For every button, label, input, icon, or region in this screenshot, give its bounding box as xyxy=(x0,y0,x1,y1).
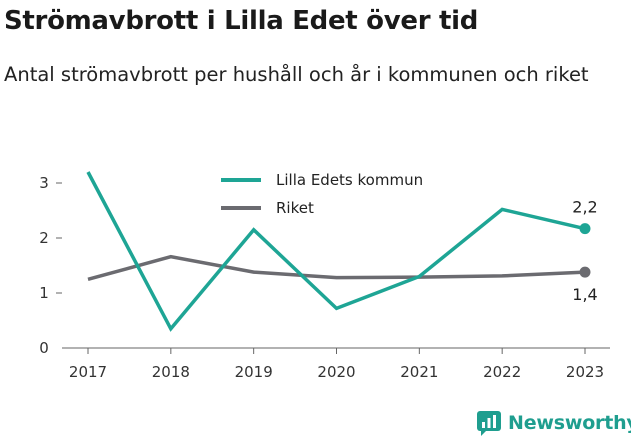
x-tick-label: 2023 xyxy=(566,363,604,381)
chart-title: Strömavbrott i Lilla Edet över tid xyxy=(4,6,479,36)
x-tick-label: 2021 xyxy=(400,363,438,381)
x-tick-label: 2022 xyxy=(483,363,521,381)
x-tick-label: 2017 xyxy=(69,363,107,381)
y-tick-label: 2 xyxy=(39,229,49,247)
series-end-point xyxy=(579,266,591,278)
data-label: 2,2 xyxy=(572,198,597,217)
chart-legend: Lilla Edets kommun Riket xyxy=(221,171,423,217)
x-tick-label: 2018 xyxy=(152,363,190,381)
y-tick-label: 0 xyxy=(39,339,49,357)
legend-label: Riket xyxy=(276,199,314,217)
chart-axes: 2017 2018 2019 2020 2021 2022 2023 0 1 2 3 xyxy=(39,174,610,381)
series-end-point xyxy=(579,223,591,235)
y-tick-label: 1 xyxy=(39,284,49,302)
chart-subtitle: Antal strömavbrott per hushåll och år i … xyxy=(4,63,589,86)
x-tick-label: 2019 xyxy=(235,363,273,381)
x-tick-label: 2020 xyxy=(317,363,355,381)
legend-label: Lilla Edets kommun xyxy=(276,171,423,189)
series-line xyxy=(87,254,586,281)
brand-name: Newsworthy xyxy=(508,412,631,434)
chart-series: 1,4 2,2 xyxy=(86,171,598,332)
brand-logo: Newsworthy xyxy=(476,408,631,438)
y-tick-label: 3 xyxy=(39,174,49,192)
data-label: 1,4 xyxy=(572,285,597,304)
newsworthy-logo-icon xyxy=(477,411,501,436)
series-line xyxy=(86,171,586,332)
